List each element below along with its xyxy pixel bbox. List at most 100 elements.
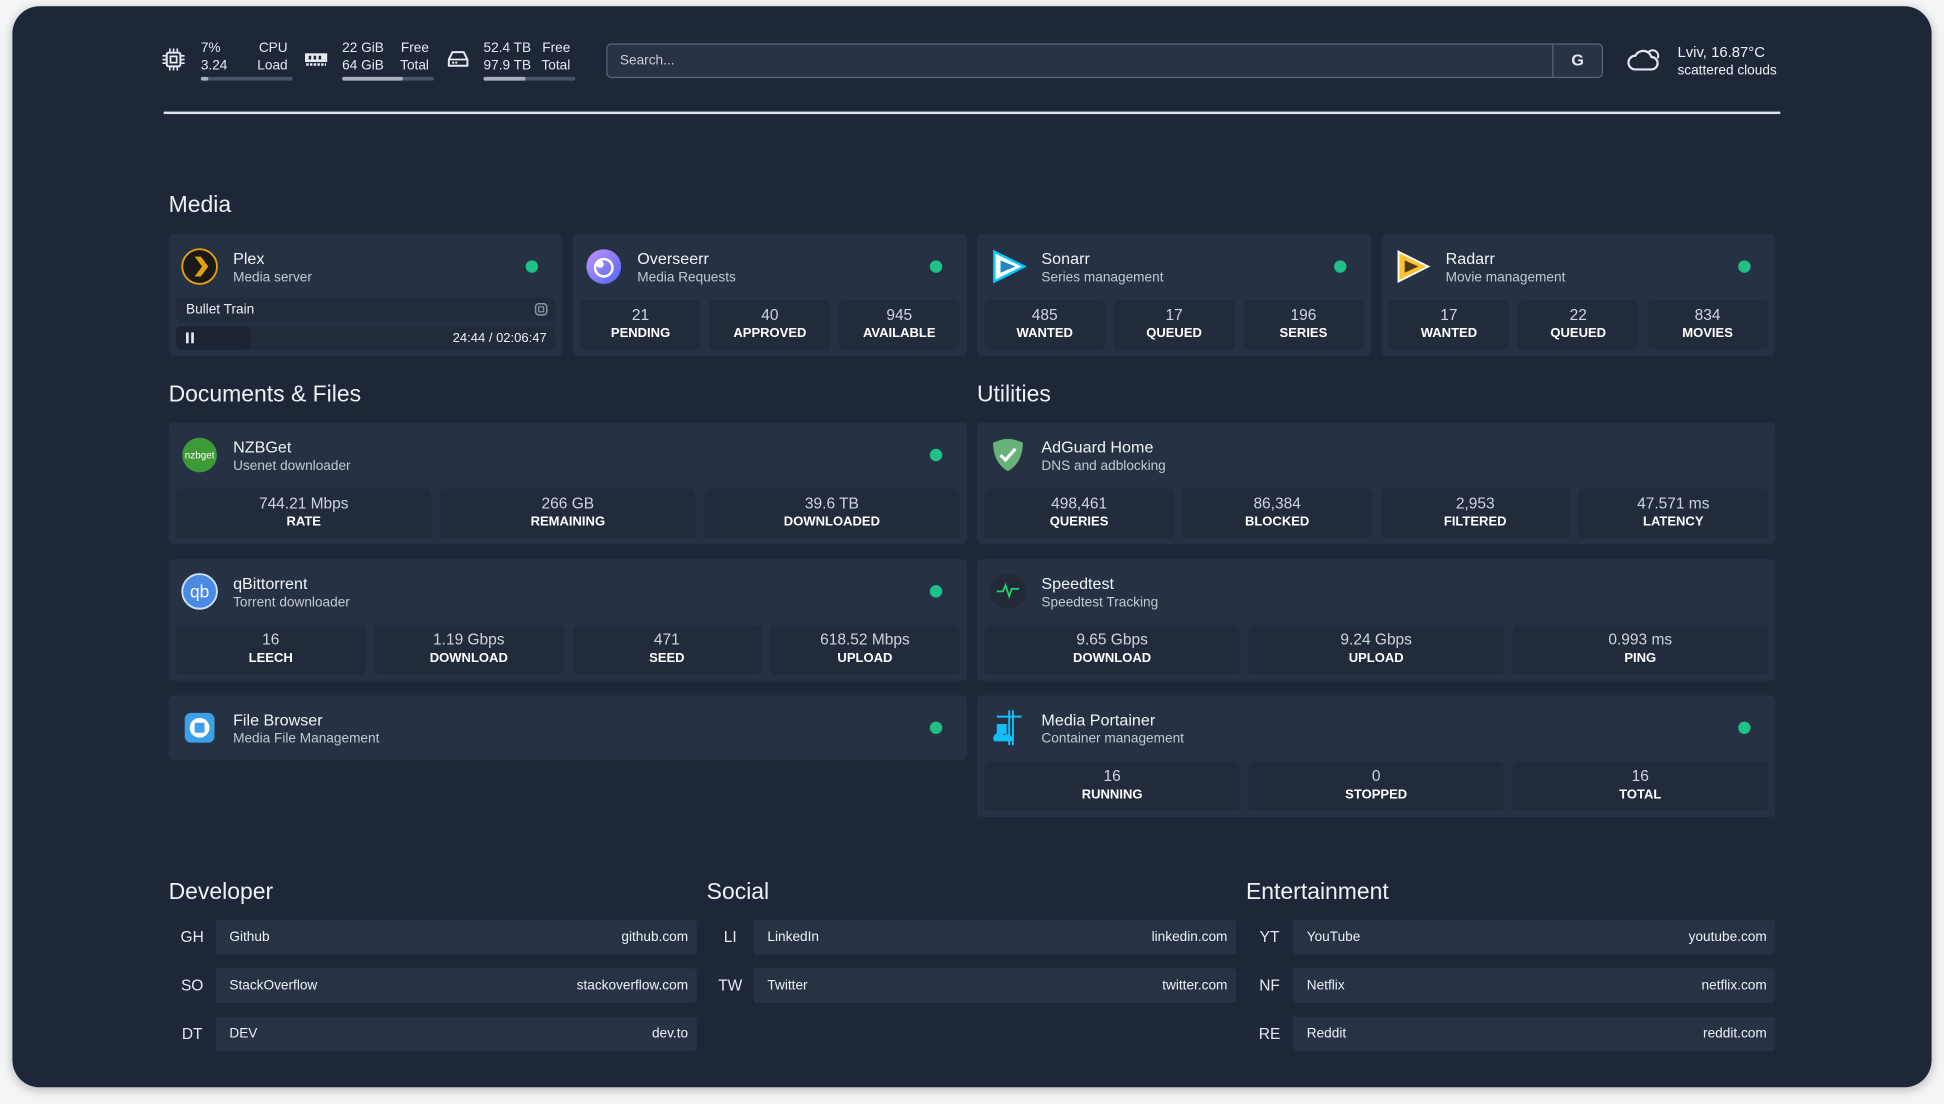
service-card-radarr[interactable]: Radarr Movie management 17 WANTED 22 QUEUED 8… (1381, 234, 1776, 356)
bookmark-link[interactable]: Reddit reddit.com (1293, 1016, 1776, 1052)
stat-latency: 47.571 ms LATENCY (1578, 488, 1768, 539)
playback-progress[interactable] (176, 326, 251, 350)
service-card-nzbget[interactable]: nzbget NZBGet Usenet downloader 744.21 Mb… (168, 422, 968, 545)
service-title: File Browser (233, 710, 323, 730)
stat-leech: 16 LEECH (176, 624, 366, 675)
bookmark-link[interactable]: LinkedIn linkedin.com (753, 919, 1237, 955)
stat-filtered: 2,953 FILTERED (1380, 488, 1570, 539)
disk-free-label: Free (542, 40, 571, 56)
stat-label: LATENCY (1643, 514, 1704, 530)
stat-rate: 744.21 Mbps RATE (176, 488, 432, 539)
header-divider (163, 111, 1781, 115)
bookmark-linkedin[interactable]: LI LinkedIn linkedin.com (706, 919, 1237, 955)
service-card-sonarr[interactable]: Sonarr Series management 485 WANTED 17 QUEUE… (976, 234, 1372, 356)
status-dot (1334, 260, 1347, 273)
bookmark-dev[interactable]: DT DEV dev.to (168, 1016, 697, 1052)
bookmark-link[interactable]: Twitter twitter.com (753, 968, 1237, 1003)
stat-value: 834 (1694, 306, 1721, 324)
bookmark-abbr: TW (706, 968, 754, 1003)
stat-label: MOVIES (1682, 326, 1733, 341)
stat-label: RATE (286, 514, 321, 530)
nzbget-icon: nzbget (182, 437, 217, 473)
bookmark-twitter[interactable]: TW Twitter twitter.com (706, 968, 1237, 1003)
service-card-speedtest[interactable]: Speedtest Speedtest Tracking 9.65 Gbps DOW… (976, 559, 1776, 681)
bookmark-abbr: YT (1245, 919, 1294, 955)
stat-series: 196 SERIES (1243, 300, 1364, 350)
stat-wanted: 17 WANTED (1388, 300, 1510, 350)
svg-text:qb: qb (190, 582, 209, 602)
stat-value: 16 (262, 631, 280, 649)
bookmark-netflix[interactable]: NF Netflix netflix.com (1245, 968, 1776, 1003)
bookmark-url: github.com (621, 929, 689, 945)
service-title: NZBGet (233, 437, 292, 457)
service-subtitle: Container management (1041, 731, 1184, 747)
disk-free: 52.4 TB (483, 40, 532, 56)
stats-row: 9.65 Gbps DOWNLOAD 9.24 Gbps UPLOAD 0.993 ms… (984, 624, 1768, 675)
stat-queued: 17 QUEUED (1113, 300, 1235, 350)
section-entertainment: Entertainment (1245, 877, 1389, 904)
bookmark-youtube[interactable]: YT YouTube youtube.com (1245, 919, 1776, 955)
free-label: Free (400, 40, 429, 56)
bookmark-reddit[interactable]: RE Reddit reddit.com (1245, 1016, 1776, 1052)
service-title: Media Portainer (1041, 710, 1156, 730)
stat-value: 945 (886, 306, 913, 324)
status-dot (929, 260, 943, 273)
bookmark-link[interactable]: DEV dev.to (215, 1016, 697, 1052)
bookmark-url: linkedin.com (1151, 929, 1228, 945)
service-subtitle: Usenet downloader (233, 458, 351, 474)
weather-widget: Lviv, 16.87°C scattered clouds (1677, 43, 1776, 80)
stats-row: 498,461 QUERIES 86,384 BLOCKED 2,953 FILTERED… (984, 488, 1768, 539)
bookmark-github[interactable]: GH Github github.com (168, 919, 697, 955)
bookmark-link[interactable]: StackOverflow stackoverflow.com (215, 968, 697, 1003)
stat-label: SEED (649, 650, 685, 666)
cpu-stat: 7% 3.24 CPU Load (200, 40, 293, 81)
transcode-icon (534, 303, 548, 316)
stat-pending: 21 PENDING (580, 300, 701, 350)
stat-upload: 9.24 Gbps UPLOAD (1248, 624, 1504, 675)
stat-value: 485 (1031, 306, 1058, 324)
stat-label: APPROVED (733, 326, 807, 341)
search-input[interactable]: Search... G (606, 43, 1604, 79)
service-title: Speedtest (1041, 574, 1115, 593)
stat-download: 9.65 Gbps DOWNLOAD (984, 624, 1240, 675)
now-playing-title: Bullet Train (185, 302, 255, 318)
stat-label: DOWNLOAD (1073, 650, 1152, 666)
stat-stopped: 0 STOPPED (1248, 761, 1504, 811)
stat-label: RUNNING (1081, 787, 1143, 803)
speedtest-icon (990, 574, 1026, 609)
bookmark-link[interactable]: Netflix netflix.com (1293, 968, 1776, 1003)
section-media: Media (168, 190, 232, 217)
service-card-plex[interactable]: Plex Media server Bullet Train 24:44 / 0… (168, 234, 563, 356)
search-google-button[interactable]: G (1552, 44, 1602, 77)
stat-value: 9.24 Gbps (1340, 631, 1412, 649)
bookmark-name: Github (229, 929, 270, 945)
service-card-overseerr[interactable]: Overseerr Media Requests 21 PENDING 40 APPRO… (572, 234, 968, 356)
stats-row: 21 PENDING 40 APPROVED 945 AVAILABLE (580, 300, 960, 350)
bookmark-link[interactable]: Github github.com (215, 919, 697, 955)
service-title: Radarr (1445, 249, 1495, 268)
stat-label: UPLOAD (1348, 650, 1404, 666)
service-card-filebrowser[interactable]: File Browser Media File Management (168, 695, 968, 760)
stat-wanted: 485 WANTED (984, 300, 1106, 350)
bookmark-stackoverflow[interactable]: SO StackOverflow stackoverflow.com (168, 968, 697, 1003)
section-documents: Documents & Files (168, 380, 362, 407)
bookmark-abbr: DT (168, 1016, 216, 1052)
stat-total: 16 TOTAL (1512, 761, 1768, 811)
bookmark-url: reddit.com (1703, 1026, 1767, 1042)
service-card-portainer[interactable]: Media Portainer Container management 16 RU… (976, 695, 1776, 818)
service-card-qbittorrent[interactable]: qb qBittorrent Torrent downloader 16 LEECH… (168, 559, 968, 681)
disk-icon (447, 51, 469, 67)
service-card-adguard[interactable]: AdGuard Home DNS and adblocking 498,461 QU… (976, 422, 1776, 545)
stat-label: WANTED (1420, 326, 1478, 341)
stat-seed: 471 SEED (572, 624, 762, 675)
bookmark-abbr: GH (168, 919, 216, 955)
stat-upload: 618.52 Mbps UPLOAD (770, 624, 960, 675)
pause-icon[interactable] (185, 332, 195, 344)
bookmark-name: Reddit (1306, 1026, 1347, 1042)
cpu-icon (162, 48, 185, 71)
disk-total-label: Total (541, 58, 571, 74)
bookmark-link[interactable]: YouTube youtube.com (1293, 919, 1776, 955)
status-dot (929, 585, 943, 598)
memory-icon (304, 53, 328, 66)
weather-location-temp: Lviv, 16.87°C (1677, 43, 1766, 61)
